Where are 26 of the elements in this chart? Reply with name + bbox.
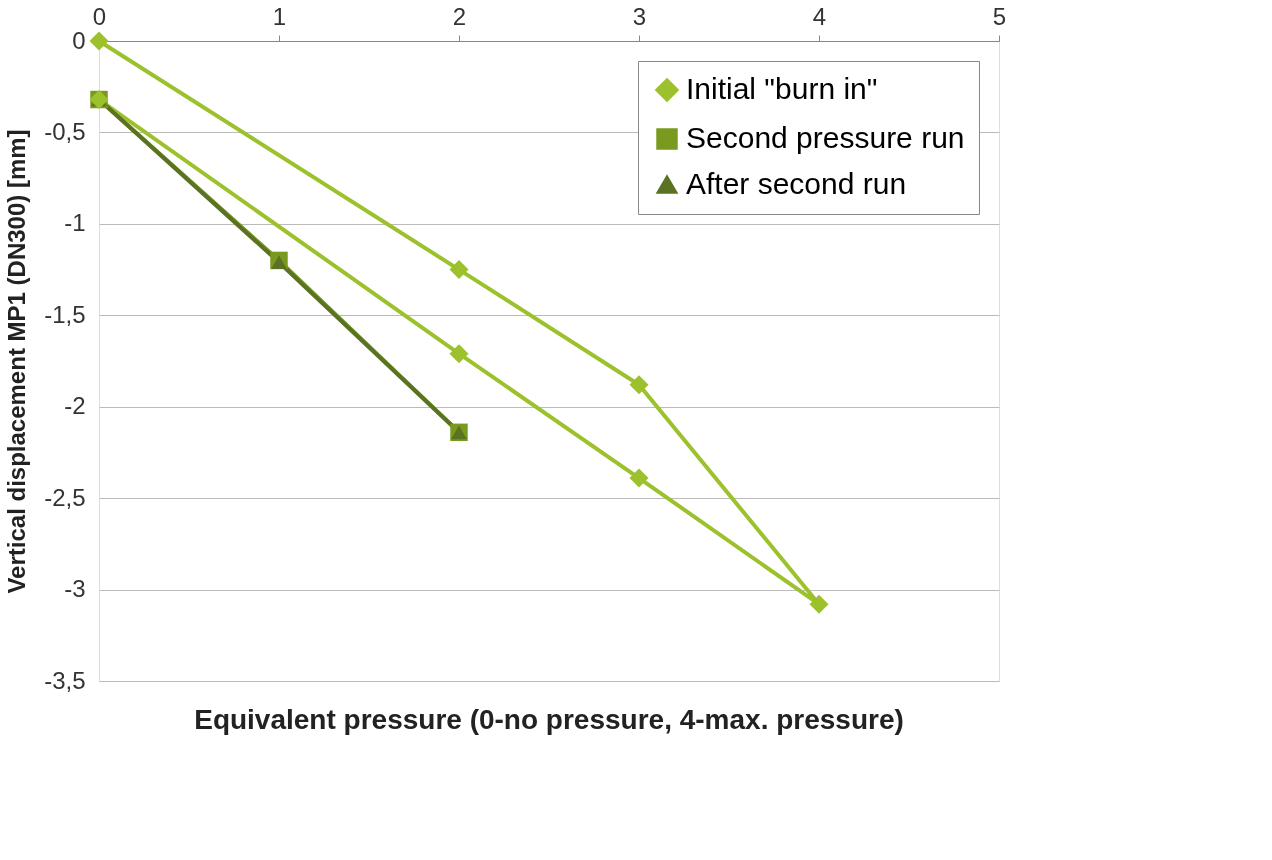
y-axis-title: Vertical displacement MP1 (DN300) [mm] — [3, 129, 31, 594]
point — [629, 375, 649, 395]
y-tick-label: -0,5 — [44, 117, 86, 145]
legend-label: After second run — [686, 167, 907, 200]
x-tick-label: 3 — [632, 2, 647, 30]
x-tick-label: 0 — [92, 2, 107, 30]
x-axis-title: Equivalent pressure (0-no pressure, 4-max. pressure) — [194, 704, 904, 735]
y-tick-label: 0 — [72, 26, 86, 54]
x-tick-label: 1 — [272, 2, 287, 30]
y-tick-label: -2,5 — [44, 483, 86, 511]
point — [271, 255, 287, 270]
point — [629, 468, 649, 488]
point — [449, 260, 469, 280]
y-tick-label: -1 — [64, 209, 86, 237]
legend-label: Initial "burn in" — [686, 72, 878, 105]
y-tick-label: -2 — [64, 392, 86, 420]
x-tick-label: 4 — [812, 2, 827, 30]
point — [89, 31, 109, 51]
x-tick-label: 2 — [452, 2, 467, 30]
y-tick-label: -1,5 — [44, 300, 86, 328]
y-tick-label: -3 — [64, 575, 86, 603]
legend-label: Second pressure run — [686, 121, 965, 154]
y-tick-label: -3,5 — [44, 666, 86, 694]
x-tick-label: 5 — [992, 2, 1007, 30]
point — [809, 594, 829, 614]
point — [449, 344, 469, 364]
